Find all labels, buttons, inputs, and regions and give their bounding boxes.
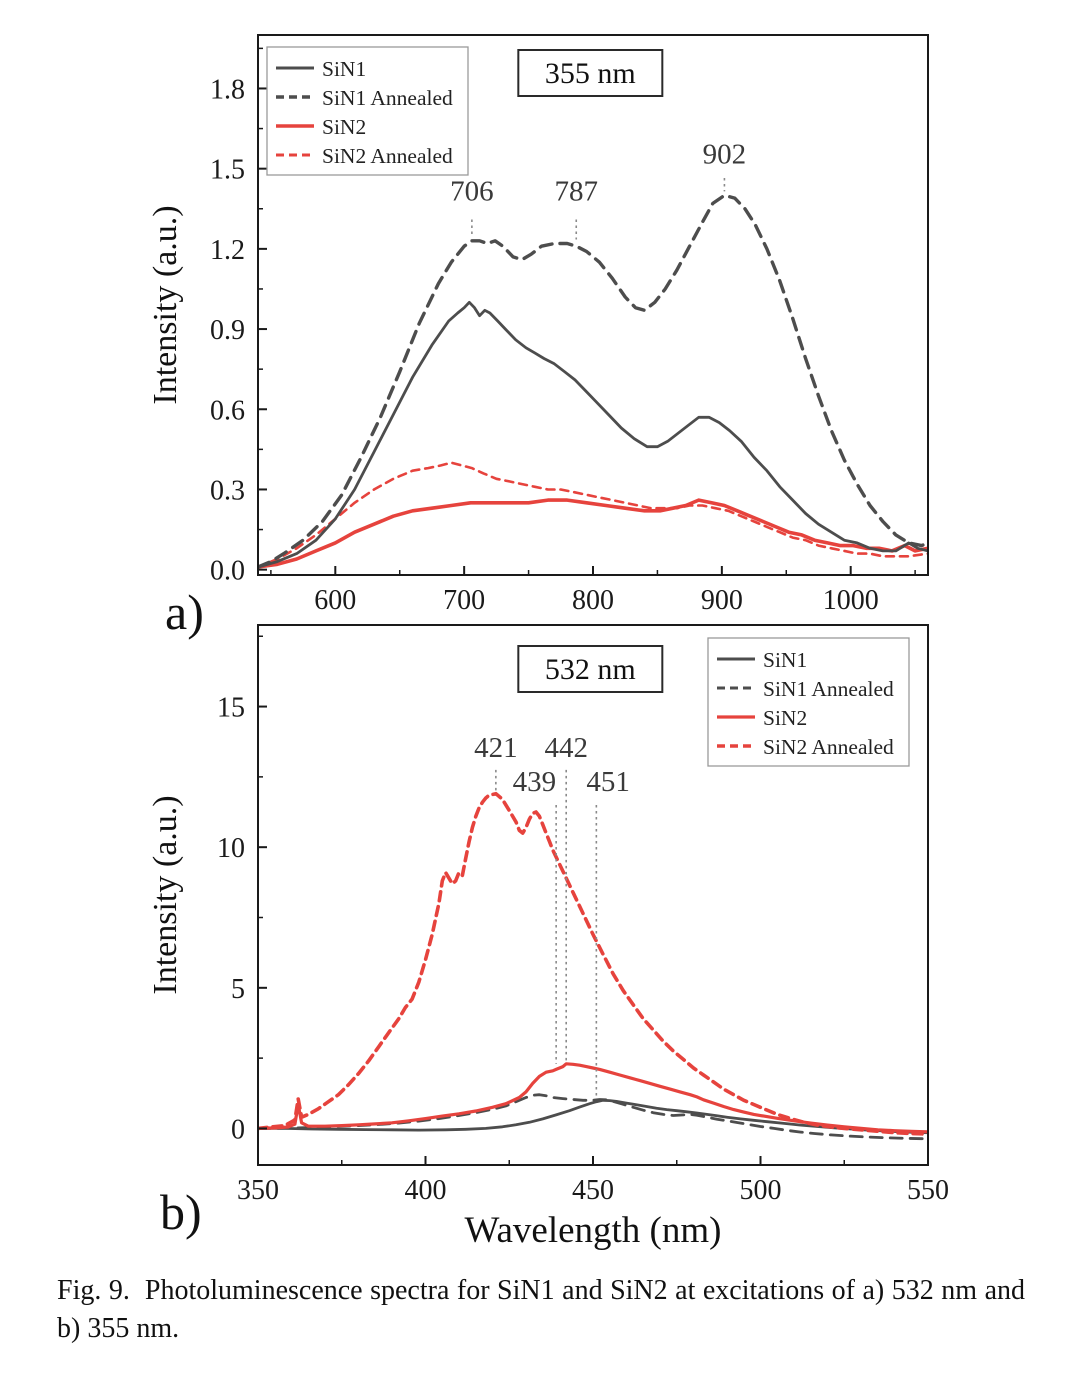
axes-ticks: 350 400 450 500 550 0 5 10 15: [217, 635, 949, 1206]
series-sin1-line: [258, 300, 928, 569]
series-group: [258, 193, 928, 569]
legend-label: SiN2 Annealed: [322, 144, 453, 168]
x-tick-label: 500: [740, 1175, 782, 1206]
y-tick-label: 0.9: [210, 315, 245, 346]
y-tick-label: 0.0: [210, 556, 245, 587]
legend: SiN1 SiN1 Annealed SiN2 SiN2 Annealed: [707, 637, 910, 767]
excitation-title: 355 nm: [545, 57, 636, 90]
y-tick-label: 1.2: [210, 235, 245, 266]
x-tick-label: 400: [405, 1175, 447, 1206]
legend-label: SiN1: [763, 648, 807, 672]
peak-label-439: 439: [513, 766, 557, 798]
legend: SiN1 SiN1 Annealed SiN2 SiN2 Annealed: [266, 46, 469, 176]
legend-label: SiN1 Annealed: [763, 677, 894, 701]
legend-label: SiN1 Annealed: [322, 86, 453, 110]
y-tick-label: 10: [217, 833, 245, 864]
peak-label-902: 902: [703, 138, 747, 170]
y-axis-label: Intensity (a.u.): [147, 205, 184, 404]
y-tick-label: 5: [231, 974, 245, 1005]
y-tick-label: 1.8: [210, 74, 245, 105]
excitation-title-box: [517, 49, 664, 97]
x-tick-label: 350: [237, 1175, 279, 1206]
excitation-title-box: [517, 645, 664, 693]
x-tick-label: 700: [443, 585, 485, 616]
axes-ticks: 600 700 800 900 1000 0.0 0.3 0.6 0.9 1.2 1.5 1.8: [210, 47, 916, 616]
x-axis-label: Wavelength (nm): [465, 1210, 722, 1251]
y-tick-label: 1.5: [210, 155, 245, 186]
panel-a-letter: a): [165, 584, 204, 640]
y-tick-label: 15: [217, 693, 245, 724]
figure-caption: Fig. 9. Photoluminescence spectra for Si…: [57, 1275, 1025, 1345]
series-sin2-line: [258, 1062, 928, 1134]
series-group: [258, 791, 928, 1141]
peak-label-787: 787: [555, 176, 599, 208]
panel-b-letter: b): [160, 1184, 202, 1240]
x-tick-label: 800: [572, 585, 614, 616]
series-sin1-line: [258, 1098, 928, 1135]
x-tick-label: 600: [314, 585, 356, 616]
x-tick-label: 1000: [823, 585, 879, 616]
legend-label: SiN2: [322, 115, 366, 139]
series-sin2-annealed-line: [258, 461, 928, 569]
peak-label-451: 451: [586, 766, 630, 798]
legend-label: SiN2 Annealed: [763, 735, 894, 759]
series-sin1-annealed-line: [258, 1093, 928, 1141]
peak-label-421: 421: [474, 732, 518, 764]
x-tick-label: 550: [907, 1175, 949, 1206]
peak-label-706: 706: [450, 176, 494, 208]
x-tick-label: 450: [572, 1175, 614, 1206]
peak-label-442: 442: [544, 732, 588, 764]
series-sin2-annealed-line: [258, 791, 928, 1136]
panel-a-chart: 706 787 902 600 700 800 900 1000 0.0 0.3 0.6 0.9 1.2…: [147, 34, 929, 616]
series-sin2-line: [258, 498, 928, 569]
legend-label: SiN2: [763, 706, 807, 730]
y-tick-label: 0: [231, 1114, 245, 1145]
excitation-title: 532 nm: [545, 653, 636, 686]
series-sin1-annealed-line: [258, 193, 928, 569]
y-tick-label: 0.6: [210, 395, 245, 426]
y-axis-label: Intensity (a.u.): [147, 795, 184, 994]
x-tick-label: 900: [701, 585, 743, 616]
legend-label: SiN1: [322, 57, 366, 81]
y-tick-label: 0.3: [210, 475, 245, 506]
